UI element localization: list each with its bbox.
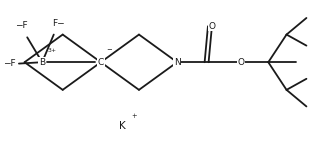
Text: K: K: [119, 121, 126, 131]
Text: C: C: [98, 58, 104, 67]
Text: F−: F−: [52, 19, 65, 28]
Text: +: +: [132, 113, 137, 119]
Text: B: B: [39, 58, 45, 67]
Text: 3+: 3+: [48, 48, 57, 53]
Text: −F: −F: [15, 21, 28, 30]
Text: O: O: [208, 22, 215, 31]
Text: N: N: [174, 58, 180, 67]
Text: O: O: [238, 58, 245, 67]
Text: −: −: [106, 47, 112, 53]
Text: −F: −F: [3, 59, 15, 68]
